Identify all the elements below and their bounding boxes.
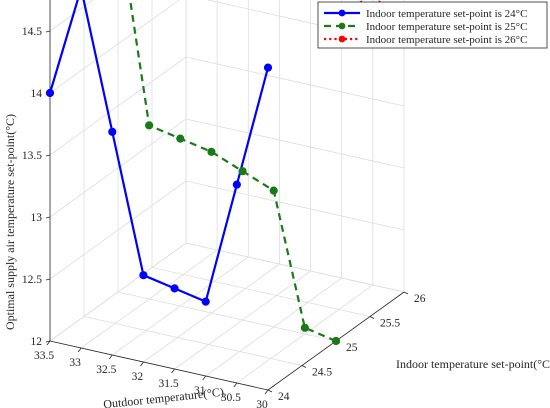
series-line-1	[48, 0, 270, 303]
z-tick-label: 14	[31, 88, 43, 100]
z-tick-label: 12	[31, 336, 43, 348]
z-axis-label: Optimal supply air temperature set-point…	[3, 114, 17, 330]
data-point	[139, 271, 148, 280]
data-point	[170, 284, 179, 293]
y-tick-label: 24	[278, 391, 290, 403]
data-point	[269, 186, 278, 195]
tick-labels: 30 30.5 31 31.5 32 32.5 33 33.5 24 24.5 25 25.5 26 12…	[22, 26, 426, 408]
x-tick-label: 32.5	[96, 364, 116, 376]
grid-line-z-back	[185, 56, 405, 107]
y-tick-label: 25.5	[380, 318, 400, 330]
back-pane	[186, 0, 404, 292]
grid-line-z-back	[185, 118, 405, 169]
x-tick-label: 32	[132, 371, 144, 383]
data-point	[331, 336, 341, 346]
data-point	[232, 180, 241, 189]
grid-line-z-back	[185, 242, 405, 293]
data-point	[201, 297, 210, 306]
data-point	[108, 127, 117, 136]
x-tick-label: 33	[69, 357, 81, 369]
y-tick-label: 26	[414, 293, 426, 305]
legend-entry-label: Indoor temperature set-point is 26°C	[366, 34, 527, 46]
legend-marker	[338, 22, 346, 30]
grid-line-z-left	[49, 56, 187, 156]
y-tick-label: 24.5	[312, 367, 332, 379]
data-point	[300, 323, 309, 332]
legend-marker	[338, 35, 346, 43]
z-tick-label: 12.5	[22, 274, 42, 286]
grid-line-y-floor	[83, 316, 303, 366]
grid-line-z-left	[49, 180, 187, 280]
z-tick-label: 13	[31, 212, 43, 224]
grid-line-z-left	[49, 118, 187, 218]
x-tick-label: 31.5	[159, 378, 179, 390]
grid-line-z-left	[49, 242, 187, 342]
axes-panes	[50, 0, 404, 341]
legend-marker	[338, 9, 346, 17]
grid-line-y-floor	[117, 291, 337, 342]
data-point	[238, 167, 247, 176]
grid-line-y-floor	[151, 267, 371, 317]
data-point	[145, 121, 154, 130]
legend-box	[317, 1, 548, 49]
x-tick-label: 31	[194, 385, 206, 397]
grid-line-z-left	[49, 0, 180, 94]
data-point	[176, 134, 185, 143]
data-point	[45, 88, 55, 98]
grid-line-z-back	[185, 180, 405, 231]
x-axis-line	[49, 340, 269, 391]
legend-entry-label: Indoor temperature set-point is 24°C	[366, 8, 527, 20]
legend: Indoor temperature set-point is 24°CIndo…	[317, 1, 548, 49]
x-tick-label: 30	[256, 399, 268, 408]
y-axis-label: Indoor temperature set-point(°C)	[396, 357, 550, 371]
x-tick-label: 33.5	[34, 350, 54, 362]
y-tick-label: 25	[346, 342, 358, 354]
data-point	[207, 147, 216, 156]
z-tick-label: 14.5	[22, 26, 42, 38]
series-line-2	[129, 0, 337, 343]
z-tick-label: 13.5	[22, 150, 42, 162]
x-tick-label: 30.5	[221, 392, 241, 404]
legend-entry-label: Indoor temperature set-point is 25°C	[366, 21, 527, 33]
data-point	[263, 63, 273, 72]
